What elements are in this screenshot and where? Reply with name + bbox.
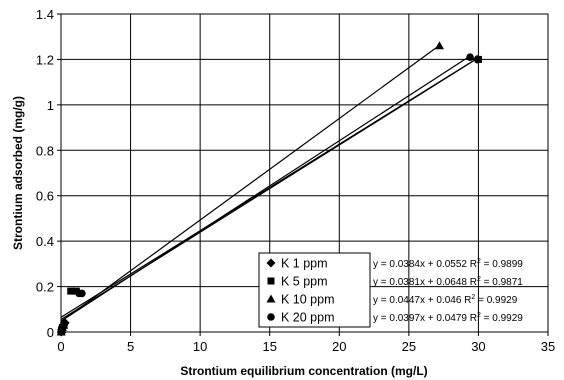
x-tick-label: 35 — [541, 339, 555, 354]
y-tick-label: 0.8 — [36, 143, 54, 158]
r-squared-superscript: 2 — [477, 258, 481, 265]
trendlines — [60, 44, 479, 323]
y-tick-label: 0.2 — [36, 280, 54, 295]
plot-area-border — [60, 13, 549, 333]
x-tick-label: 25 — [402, 339, 416, 354]
data-point-square — [474, 55, 482, 63]
r-squared-value: = 0.9929 — [475, 295, 517, 306]
legend-label: K 5 ppm — [281, 275, 328, 289]
r-squared-superscript: 2 — [477, 276, 481, 283]
legend-marker-circle — [267, 313, 275, 321]
legend-label: K 1 ppm — [281, 257, 328, 271]
data-point-square — [67, 287, 75, 295]
trendline-square — [60, 57, 479, 318]
y-tick-label: 0.4 — [36, 234, 54, 249]
r-squared-value: = 0.9871 — [481, 277, 523, 288]
y-tick-label: 0.6 — [36, 189, 54, 204]
data-point-circle — [466, 53, 474, 61]
trendline-equation: y = 0.0384x + 0.0552 R2 = 0.9899 — [373, 258, 523, 270]
x-tick-label: 5 — [127, 339, 134, 354]
y-axis: 0 0.2 0.4 0.6 0.8 1 1.2 1.4 — [36, 7, 61, 340]
y-axis-title: Strontium adsorbed (mg/g) — [11, 96, 25, 250]
x-tick-label: 15 — [262, 339, 276, 354]
data-markers — [56, 41, 482, 337]
data-point-circle — [78, 289, 86, 298]
y-tick-label: 0 — [47, 325, 54, 340]
equation-body: y = 0.0447x + 0.046 R — [373, 295, 471, 306]
x-tick-label: 20 — [332, 339, 346, 354]
r-squared-value: = 0.9929 — [481, 313, 523, 324]
trendline-equation: y = 0.0447x + 0.046 R2 = 0.9929 — [373, 294, 518, 306]
y-tick-label: 1.2 — [36, 52, 54, 67]
legend-marker-diamond — [266, 258, 276, 268]
r-squared-value: = 0.9899 — [481, 259, 523, 270]
y-tick-label: 1 — [47, 98, 54, 113]
legend-box — [258, 252, 371, 328]
equation-body: y = 0.0397x + 0.0479 R — [373, 313, 477, 324]
legend-marker-triangle — [266, 294, 276, 303]
y-tick-label: 1.4 — [36, 7, 54, 22]
data-point-circle — [59, 321, 68, 329]
legend-marker-square — [267, 277, 275, 285]
x-axis-title: Strontium equilibrium concentration (mg/… — [180, 364, 427, 378]
trendline-equation: y = 0.0397x + 0.0479 R2 = 0.9929 — [373, 312, 523, 324]
x-tick-label: 10 — [193, 339, 207, 354]
trendline-circle — [60, 55, 471, 322]
r-squared-superscript: 2 — [471, 294, 475, 301]
equation-body: y = 0.0384x + 0.0552 R — [373, 259, 477, 270]
legend-label: K 20 ppm — [281, 311, 335, 325]
r-squared-superscript: 2 — [477, 312, 481, 319]
x-axis: 0 5 10 15 20 25 30 35 — [57, 332, 555, 354]
legend: K 1 ppm y = 0.0384x + 0.0552 R2 = 0.9899K… — [258, 252, 523, 328]
x-tick-label: 0 — [57, 339, 64, 354]
legend-label: K 10 ppm — [281, 293, 335, 307]
data-point-triangle — [434, 41, 444, 50]
trendline-triangle — [60, 44, 440, 323]
x-tick-label: 30 — [471, 339, 485, 354]
trendline-equation: y = 0.0381x + 0.0648 R2 = 0.9871 — [373, 276, 523, 288]
equation-body: y = 0.0381x + 0.0648 R — [373, 277, 477, 288]
